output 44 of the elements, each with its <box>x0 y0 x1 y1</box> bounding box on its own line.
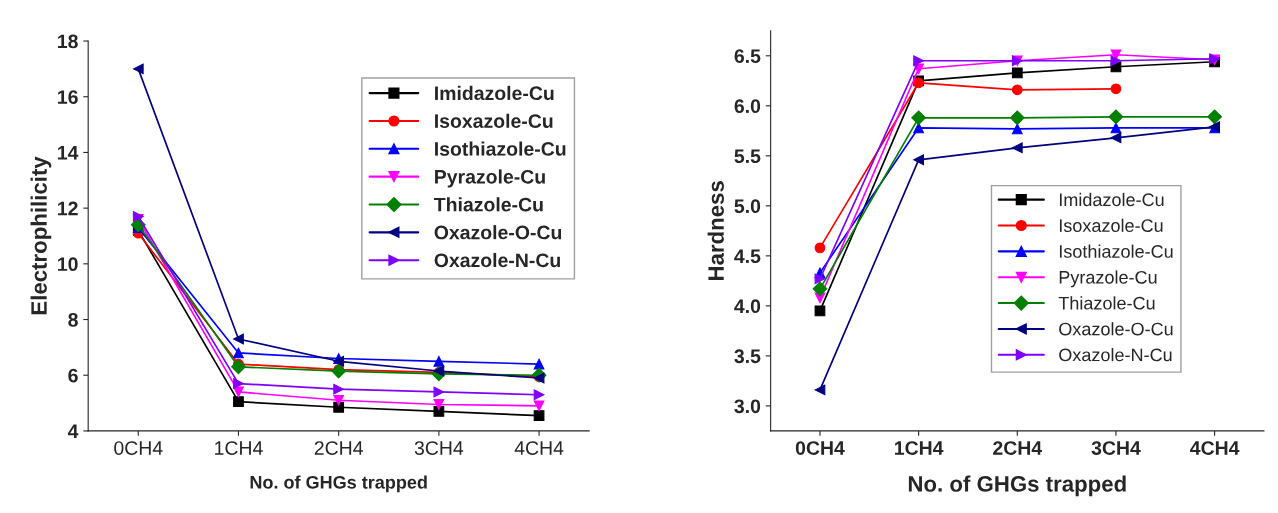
y-axis-title: Hardness <box>707 181 724 280</box>
legend-label: Isoxazole-Cu <box>1059 218 1163 232</box>
y-tick-label: 4.5 <box>734 249 761 264</box>
y-tick-label: 10 <box>58 257 78 272</box>
x-tick-label: 4CH4 <box>1190 441 1240 455</box>
legend-label: Isothiazole-Cu <box>435 141 566 156</box>
y-tick-label: 14 <box>58 146 79 160</box>
legend-label: Imidazole-Cu <box>1059 192 1164 207</box>
y-tick-label: 6.5 <box>734 49 761 64</box>
x-tick-label: 3CH4 <box>414 441 464 455</box>
x-tick-label: 1CH4 <box>215 441 263 455</box>
y-tick-label: 18 <box>58 34 78 49</box>
x-tick-label: 0CH4 <box>795 441 845 455</box>
x-tick-label: 3CH4 <box>1091 441 1141 455</box>
legend-label: Thiazole-Cu <box>1058 296 1155 310</box>
y-axis-title: Electrophilicity <box>30 156 52 315</box>
y-tick-label: 6.0 <box>734 99 761 114</box>
x-tick-label: 0CH4 <box>114 441 163 455</box>
legend-label: Oxazole-O-Cu <box>434 225 562 240</box>
y-tick-label: 6 <box>68 368 78 383</box>
y-tick-label: 16 <box>58 90 78 104</box>
x-tick-label: 1CH4 <box>895 441 944 455</box>
x-axis-title: No. of GHGs trapped <box>908 475 1126 497</box>
legend-label: Isoxazole-Cu <box>435 113 553 128</box>
y-tick-label: 4 <box>67 424 79 438</box>
y-tick-label: 3.0 <box>734 399 761 414</box>
legend-label: Oxazole-N-Cu <box>1059 348 1172 362</box>
y-tick-label: 4.0 <box>734 299 761 314</box>
legend-label: Oxazole-N-Cu <box>434 252 560 268</box>
y-tick-label: 5.5 <box>734 149 761 164</box>
legend-label: Imidazole-Cu <box>435 85 554 101</box>
x-tick-label: 4CH4 <box>514 441 564 455</box>
y-tick-label: 12 <box>58 201 78 216</box>
legend-label: Oxazole-O-Cu <box>1059 322 1173 336</box>
x-tick-label: 2CH4 <box>993 441 1043 455</box>
y-tick-label: 8 <box>68 312 78 327</box>
legend-label: Thiazole-Cu <box>434 197 543 212</box>
legend-label: Pyrazole-Cu <box>435 169 545 188</box>
legend-label: Pyrazole-Cu <box>1059 270 1157 288</box>
x-axis-title: No. of GHGs trapped <box>250 475 427 493</box>
x-tick-label: 2CH4 <box>314 441 363 455</box>
y-tick-label: 3.5 <box>734 349 761 364</box>
legend-label: Isothiazole-Cu <box>1059 244 1173 258</box>
y-tick-label: 5.0 <box>734 199 761 214</box>
